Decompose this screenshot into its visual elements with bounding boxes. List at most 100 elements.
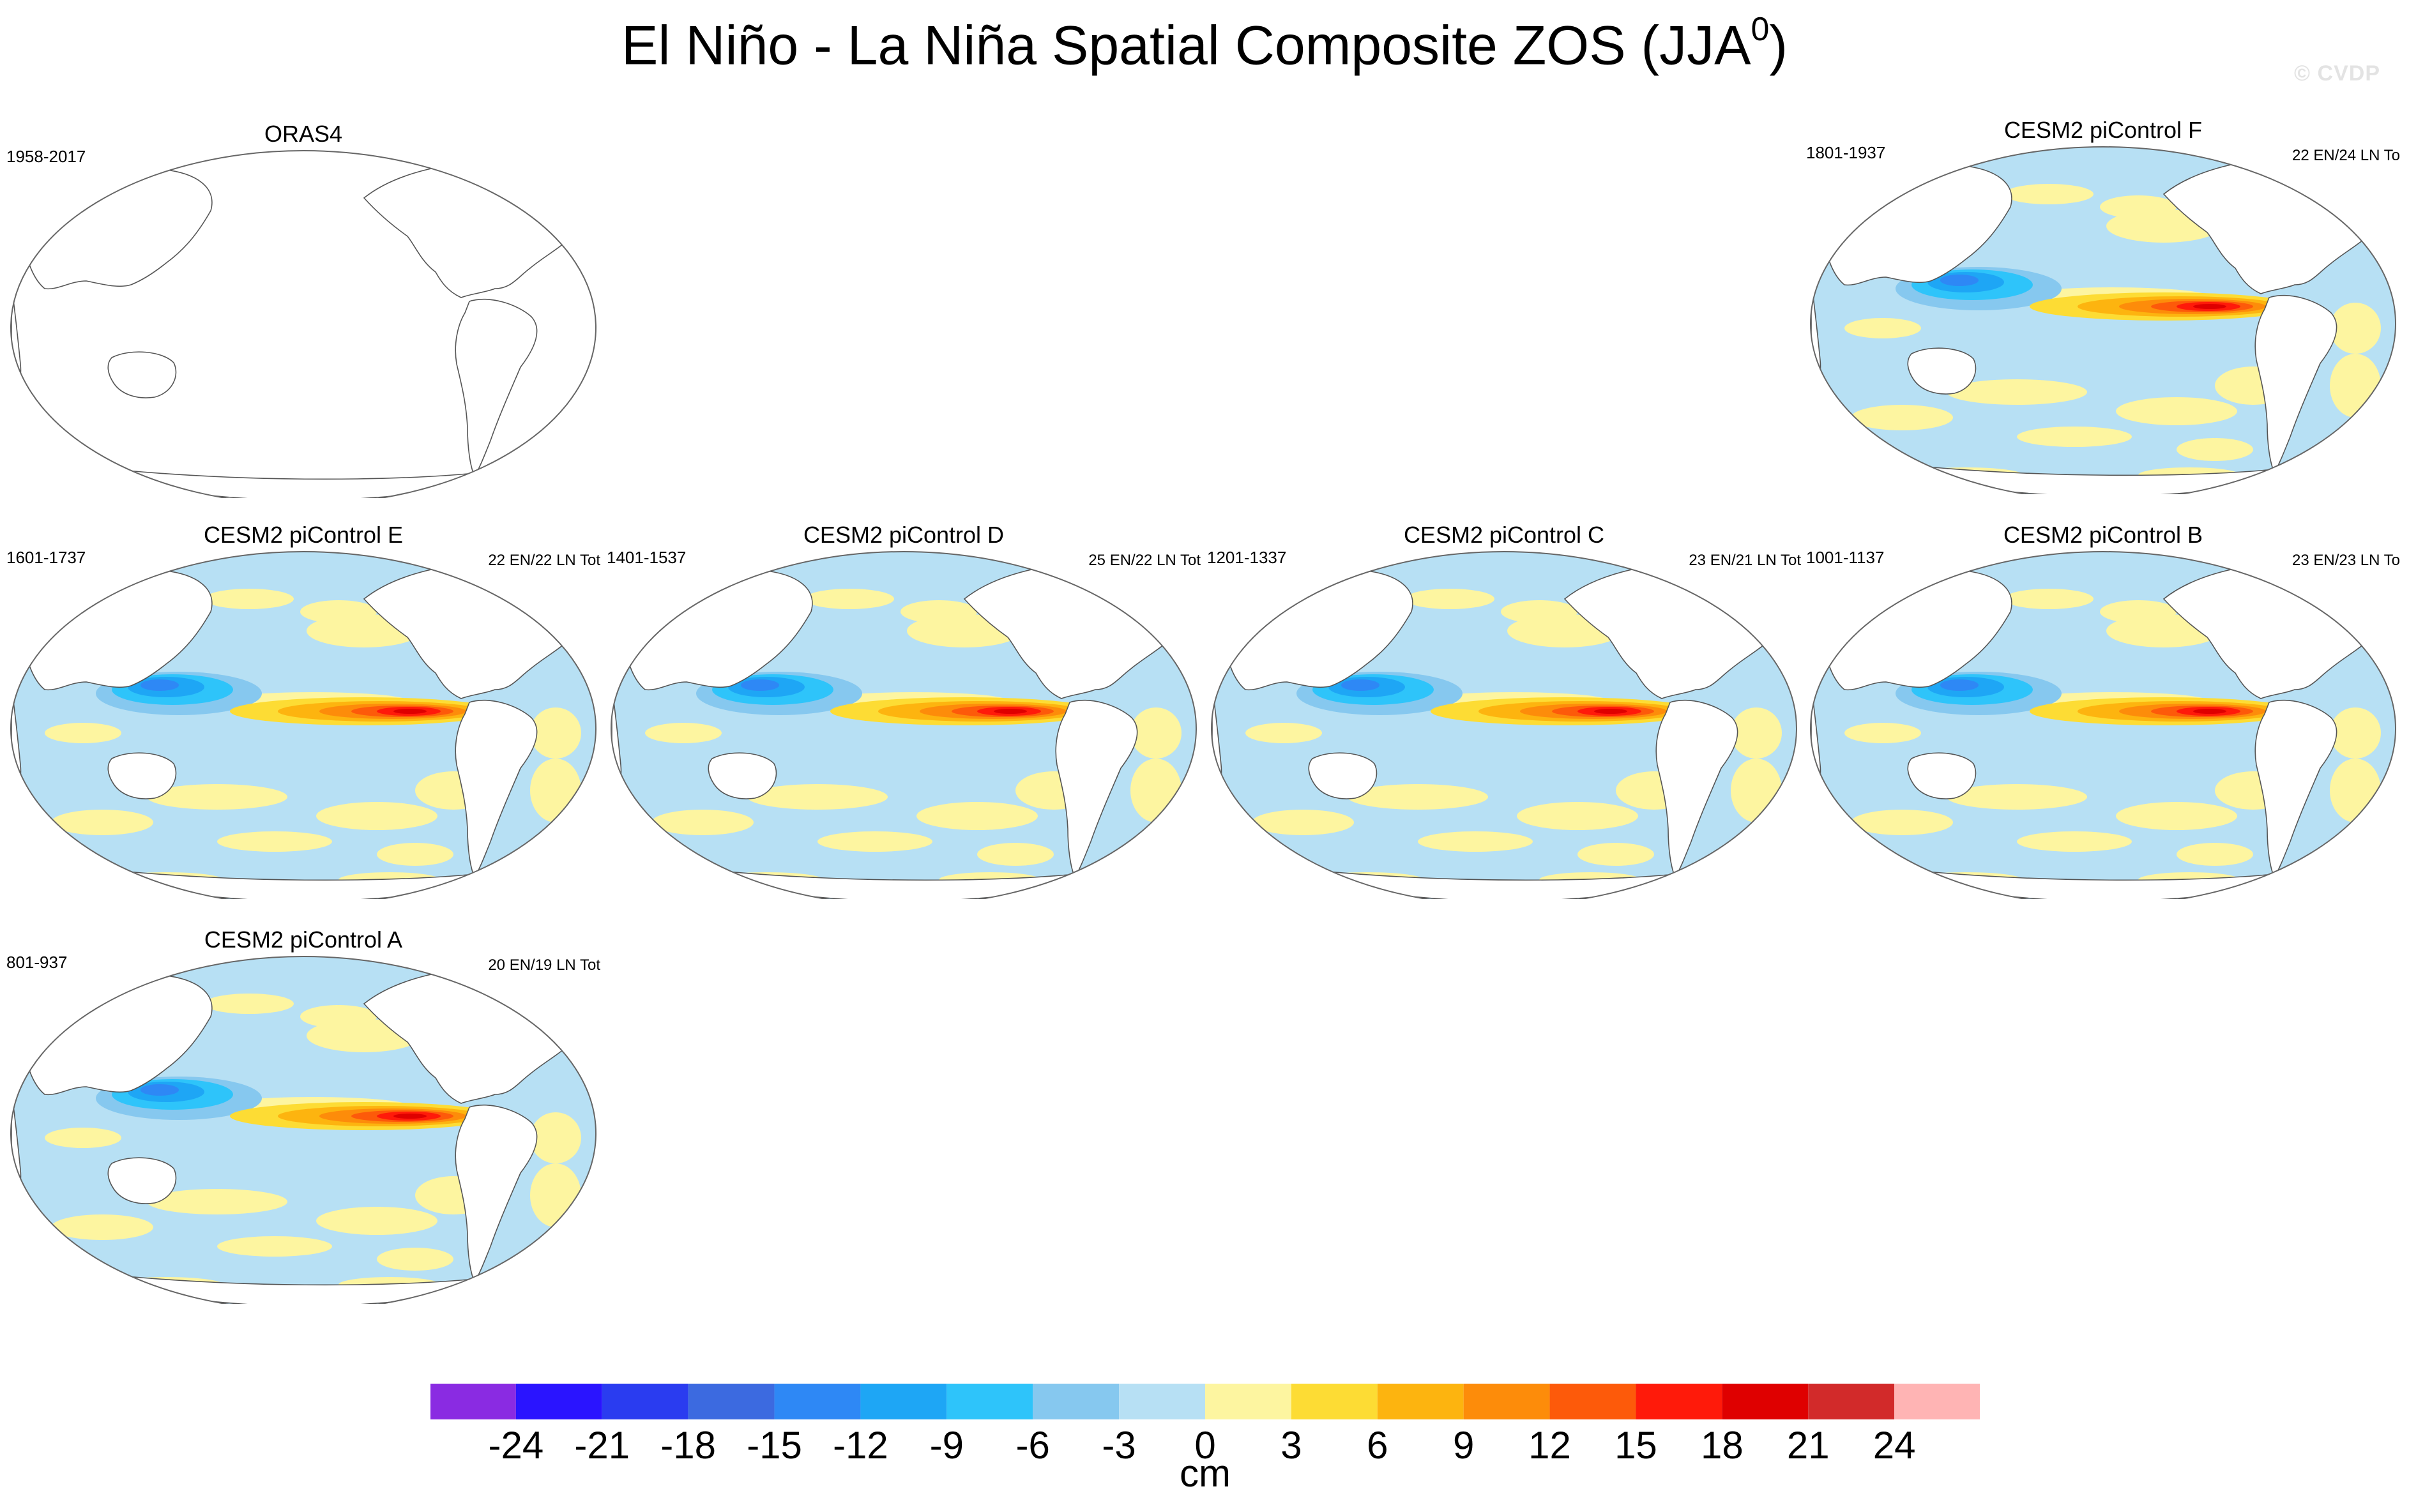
positive-anomaly-patch [147,1189,287,1214]
panel-years: 1958-2017 [6,147,86,166]
panel-cesm2-c: CESM2 piControl C 1201-1337 23 EN/21 LN … [1207,522,1801,899]
map-cesm2-a [10,956,597,1304]
positive-anomaly-patch [300,1005,377,1028]
colorbar-tick-label: 12 [1528,1424,1571,1467]
positive-anomaly-patch [1844,318,1921,338]
warm-tongue-max [1594,709,1627,714]
figure-title-close: ) [1769,15,1788,77]
panel-years: 1601-1737 [6,548,86,567]
positive-anomaly-patch [377,843,453,866]
colorbar-tick-label: -21 [574,1424,630,1467]
map-cesm2-e [10,551,597,899]
positive-anomaly-patch [2116,397,2237,425]
negative-anomaly-max [741,679,779,691]
positive-anomaly-patch [45,723,121,743]
figure-title-text: El Niño - La Niña Spatial Composite ZOS … [621,15,1751,77]
australia-land [107,752,177,799]
map-field [11,552,596,899]
positive-anomaly-patch [204,589,294,609]
panel-cesm2-e: CESM2 piControl E 1601-1737 22 EN/22 LN … [6,522,600,899]
positive-anomaly-patch [2330,303,2381,354]
map-cesm2-f [1810,146,2396,494]
map-border [1810,551,2396,899]
panel-title: CESM2 piControl E [203,522,404,548]
positive-anomaly-patch [1418,831,1533,852]
warm-tongue-max [2193,304,2226,309]
panel-cesm2-f: CESM2 piControl F 1801-1937 22 EN/24 LN … [1806,117,2400,494]
panel-counts: 22 EN/24 LN To [2292,147,2400,164]
colorbar-tick-label: 0 [1194,1424,1216,1467]
positive-anomaly-patch [2100,600,2177,623]
positive-anomaly-patch [1517,802,1638,830]
australia-land [1907,752,1977,799]
figure-title: El Niño - La Niña Spatial Composite ZOS … [0,13,2409,73]
colorbar-tick-label: 6 [1367,1424,1388,1467]
negative-anomaly-max [1940,275,1979,286]
panel-title: CESM2 piControl A [204,926,403,953]
positive-anomaly-patch [1252,810,1354,835]
panel-years: 1201-1337 [1207,548,1287,567]
colorbar-tick-label: 3 [1280,1424,1302,1467]
negative-anomaly-max [1940,679,1979,691]
warm-tongue-max [994,709,1027,714]
panel-counts: 22 EN/22 LN Tot [488,552,600,569]
colorbar-swatch [1033,1383,1120,1420]
positive-anomaly-patch [2116,802,2237,830]
colorbar-swatch [688,1383,775,1420]
antarctica-land [82,465,531,498]
panel-title: CESM2 piControl D [803,522,1005,548]
colorbar-swatch [1808,1383,1895,1420]
australia-land [107,351,177,398]
warm-tongue-max [2193,709,2226,714]
south-america-land [455,700,538,879]
positive-anomaly-patch [2330,759,2381,822]
positive-anomaly-patch [817,831,932,852]
colorbar-swatch [946,1383,1033,1420]
south-america-land [2254,700,2337,879]
positive-anomaly-patch [1405,589,1494,609]
australia-land [1907,347,1977,395]
positive-anomaly-patch [2017,427,2132,447]
positive-anomaly-patch [1501,600,1577,623]
eurasia-land [24,168,213,290]
colorbar-swatch [515,1383,602,1420]
negative-anomaly-max [141,1084,179,1096]
map-field [11,158,585,498]
map-field [1811,552,2396,899]
greenland-land [2335,559,2385,599]
map-field [1212,552,1797,899]
positive-anomaly-patch [316,802,437,830]
positive-anomaly-patch [651,810,754,835]
colorbar-swatch [1291,1383,1378,1420]
positive-anomaly-patch [377,1248,453,1271]
colorbar-swatch [602,1383,688,1420]
positive-anomaly-patch [51,810,153,835]
colorbar-units: cm [1180,1452,1231,1495]
australia-land [708,752,777,799]
panel-years: 1001-1137 [1806,548,1885,567]
colorbar-swatch [1894,1383,1980,1420]
colorbar-swatch [1636,1383,1722,1420]
colorbar-tick-label: 21 [1786,1424,1830,1467]
map-cesm2-c [1211,551,1797,899]
colorbar: -24 -21 -18 -15 -12 -9 -6 -3 0 3 6 9 12 15 18 21 24 [429,1382,1981,1465]
greenland-land [1736,559,1786,599]
south-america-land [2254,295,2337,474]
positive-anomaly-patch [530,707,581,759]
positive-anomaly-patch [805,589,894,609]
panel-counts: 20 EN/19 LN Tot [488,956,600,974]
positive-anomaly-patch [51,1214,153,1240]
greenland-land [535,964,585,1004]
panel-counts: 23 EN/21 LN Tot [1689,552,1801,569]
greenland-land [2335,155,2385,194]
positive-anomaly-patch [2330,354,2381,418]
positive-anomaly-patch [747,784,888,810]
colorbar-tick-label: -9 [929,1424,964,1467]
map-oras4 [10,150,597,498]
map-field [1811,147,2396,494]
colorbar-swatch [860,1383,947,1420]
map-border [1810,146,2396,494]
colorbar-tick-label: -12 [833,1424,888,1467]
positive-anomaly-patch [1947,379,2087,405]
positive-anomaly-patch [45,1128,121,1148]
